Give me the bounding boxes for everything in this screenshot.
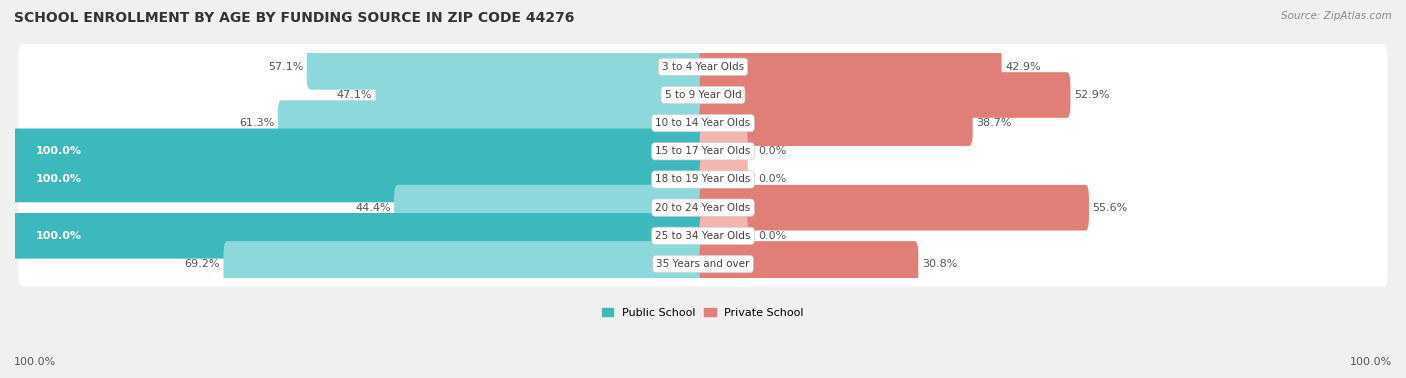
Text: 100.0%: 100.0%: [14, 357, 56, 367]
FancyBboxPatch shape: [375, 72, 706, 118]
Text: Source: ZipAtlas.com: Source: ZipAtlas.com: [1281, 11, 1392, 21]
Text: 100.0%: 100.0%: [1350, 357, 1392, 367]
Text: 0.0%: 0.0%: [758, 175, 786, 184]
FancyBboxPatch shape: [18, 156, 1388, 202]
FancyBboxPatch shape: [18, 44, 1388, 90]
FancyBboxPatch shape: [700, 241, 918, 287]
FancyBboxPatch shape: [700, 44, 1001, 90]
Text: 18 to 19 Year Olds: 18 to 19 Year Olds: [655, 175, 751, 184]
Text: 55.6%: 55.6%: [1092, 203, 1128, 213]
Text: 44.4%: 44.4%: [356, 203, 391, 213]
FancyBboxPatch shape: [700, 185, 1090, 231]
FancyBboxPatch shape: [18, 72, 1388, 118]
Text: 0.0%: 0.0%: [758, 231, 786, 241]
Text: 100.0%: 100.0%: [35, 231, 82, 241]
Legend: Public School, Private School: Public School, Private School: [598, 303, 808, 322]
FancyBboxPatch shape: [700, 100, 973, 146]
FancyBboxPatch shape: [18, 213, 1388, 259]
FancyBboxPatch shape: [11, 129, 706, 174]
FancyBboxPatch shape: [700, 156, 748, 202]
FancyBboxPatch shape: [11, 156, 706, 202]
Text: 69.2%: 69.2%: [184, 259, 219, 269]
Text: 10 to 14 Year Olds: 10 to 14 Year Olds: [655, 118, 751, 128]
FancyBboxPatch shape: [307, 44, 706, 90]
FancyBboxPatch shape: [18, 100, 1388, 146]
Text: 30.8%: 30.8%: [922, 259, 957, 269]
Text: 35 Years and over: 35 Years and over: [657, 259, 749, 269]
FancyBboxPatch shape: [278, 100, 706, 146]
Text: 100.0%: 100.0%: [35, 146, 82, 156]
Text: 57.1%: 57.1%: [269, 62, 304, 72]
FancyBboxPatch shape: [700, 72, 1070, 118]
Text: 20 to 24 Year Olds: 20 to 24 Year Olds: [655, 203, 751, 213]
FancyBboxPatch shape: [18, 185, 1388, 231]
Text: 52.9%: 52.9%: [1074, 90, 1109, 100]
Text: 61.3%: 61.3%: [239, 118, 274, 128]
FancyBboxPatch shape: [394, 185, 706, 231]
FancyBboxPatch shape: [18, 241, 1388, 287]
Text: 47.1%: 47.1%: [336, 90, 373, 100]
FancyBboxPatch shape: [18, 129, 1388, 174]
Text: 5 to 9 Year Old: 5 to 9 Year Old: [665, 90, 741, 100]
Text: 15 to 17 Year Olds: 15 to 17 Year Olds: [655, 146, 751, 156]
Text: 0.0%: 0.0%: [758, 146, 786, 156]
Text: 100.0%: 100.0%: [35, 175, 82, 184]
Text: 3 to 4 Year Olds: 3 to 4 Year Olds: [662, 62, 744, 72]
FancyBboxPatch shape: [700, 213, 748, 259]
Text: 25 to 34 Year Olds: 25 to 34 Year Olds: [655, 231, 751, 241]
Text: 42.9%: 42.9%: [1005, 62, 1040, 72]
Text: 38.7%: 38.7%: [976, 118, 1012, 128]
FancyBboxPatch shape: [700, 129, 748, 174]
Text: SCHOOL ENROLLMENT BY AGE BY FUNDING SOURCE IN ZIP CODE 44276: SCHOOL ENROLLMENT BY AGE BY FUNDING SOUR…: [14, 11, 575, 25]
FancyBboxPatch shape: [224, 241, 706, 287]
FancyBboxPatch shape: [11, 213, 706, 259]
